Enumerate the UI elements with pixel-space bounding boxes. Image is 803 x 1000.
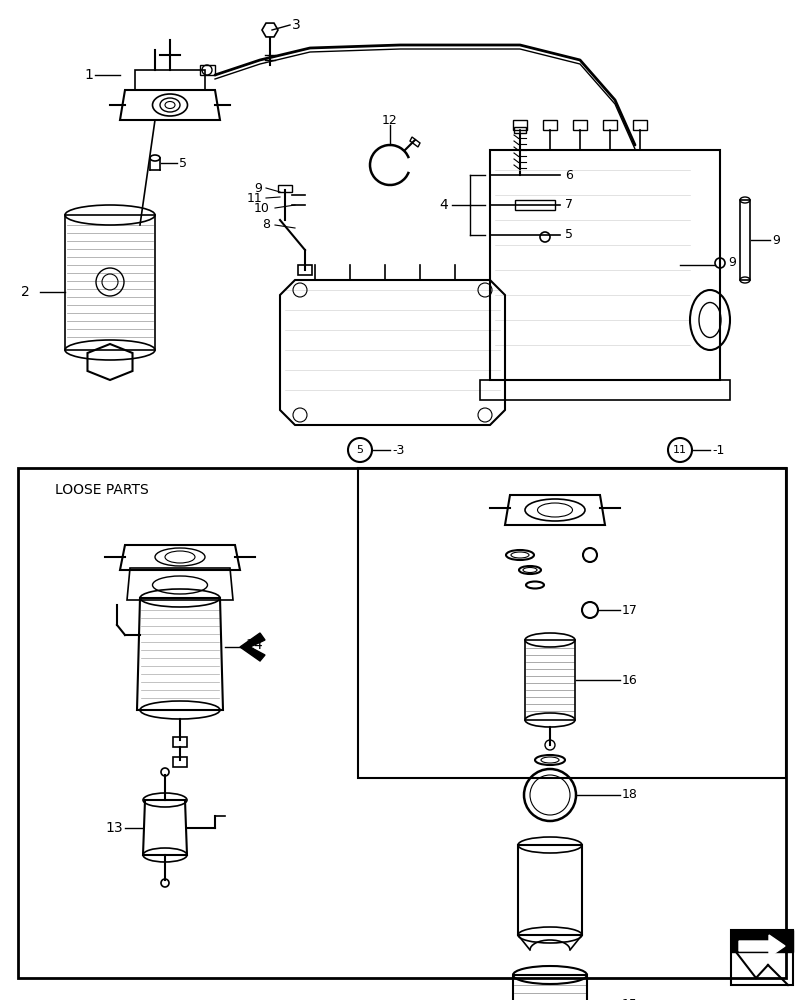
Text: 3: 3 — [291, 18, 300, 32]
Text: 7: 7 — [565, 198, 573, 212]
Text: 13: 13 — [105, 821, 123, 835]
Text: 9: 9 — [254, 182, 262, 195]
Bar — [18, 468, 785, 978]
Text: 9: 9 — [771, 233, 779, 246]
Text: -1: -1 — [711, 444, 724, 456]
Text: 17: 17 — [622, 603, 637, 616]
Text: 9: 9 — [727, 256, 735, 269]
Text: 16: 16 — [622, 674, 637, 686]
Text: 11: 11 — [672, 445, 686, 455]
Text: -3: -3 — [392, 444, 404, 456]
Text: 1: 1 — [84, 68, 93, 82]
Text: 15: 15 — [622, 998, 637, 1000]
Text: LOOSE PARTS: LOOSE PARTS — [55, 483, 149, 497]
Bar — [730, 930, 792, 952]
Text: 14: 14 — [245, 638, 263, 652]
Text: 4: 4 — [438, 198, 447, 212]
Text: 11: 11 — [246, 192, 262, 205]
Text: 2: 2 — [21, 285, 30, 299]
Bar — [730, 930, 792, 985]
Bar — [357, 468, 785, 778]
Polygon shape — [240, 633, 265, 661]
Text: 12: 12 — [381, 114, 397, 127]
Text: 5: 5 — [179, 157, 187, 170]
Text: 6: 6 — [565, 169, 573, 182]
Text: 8: 8 — [262, 219, 270, 232]
Text: 5: 5 — [565, 229, 573, 241]
Text: 10: 10 — [254, 202, 270, 215]
Text: 5: 5 — [356, 445, 363, 455]
Polygon shape — [738, 935, 784, 957]
Text: 18: 18 — [622, 788, 637, 801]
